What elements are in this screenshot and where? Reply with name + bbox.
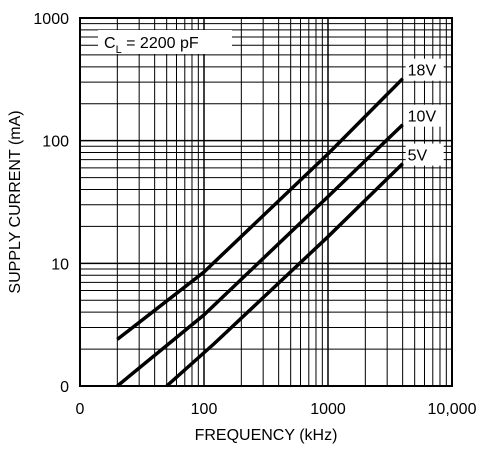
y-tick-label: 100 <box>42 134 69 151</box>
y-tick-label: 10 <box>51 256 69 273</box>
tick-labels: 0 100 1000 10,000 0 10 100 1000 <box>33 11 476 418</box>
series-label-bg <box>405 58 444 81</box>
series-label-10v: 10V <box>408 109 437 126</box>
series-label-18v: 18V <box>408 63 437 80</box>
series-label-bg <box>405 104 444 127</box>
annotation-box <box>98 30 232 54</box>
plot-frame <box>79 17 453 387</box>
series-lines: 18V 10V 5V <box>116 58 444 388</box>
capacitance-annotation: CL = 2200 pF <box>98 30 232 56</box>
y-tick-label: 0 <box>60 379 69 396</box>
series-line-18v <box>116 77 404 341</box>
x-tick-label: 100 <box>191 401 218 418</box>
x-tick-label: 1000 <box>310 401 346 418</box>
y-tick-label: 1000 <box>33 11 69 28</box>
x-axis-label: FREQUENCY (kHz) <box>195 427 338 444</box>
y-axis-label: SUPPLY CURRENT (mA) <box>7 110 24 293</box>
series-label-5v: 5V <box>408 148 428 165</box>
x-tick-label: 0 <box>76 401 85 418</box>
series-line-10v <box>116 123 404 388</box>
series-line-5v <box>165 162 404 388</box>
series-label-bg <box>405 143 444 166</box>
annotation-text: CL = 2200 pF <box>104 35 199 56</box>
x-tick-label: 10,000 <box>428 401 477 418</box>
grid <box>80 18 452 386</box>
